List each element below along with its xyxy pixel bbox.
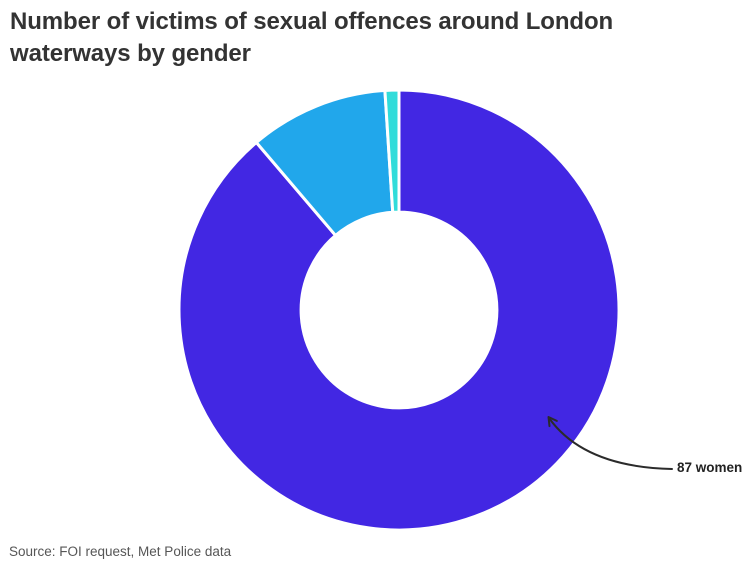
- annotation-label: 87 women: [677, 460, 743, 475]
- annotation-arrow: [547, 416, 673, 470]
- donut-slice-3: [383, 88, 401, 214]
- chart-title: Number of victims of sexual offences aro…: [10, 8, 614, 67]
- annotation-arrowhead: [547, 416, 558, 428]
- donut-slice-1: [177, 88, 621, 532]
- source-note: Source: FOI request, Met Police data: [9, 544, 232, 559]
- annotation-arrow-curve: [548, 417, 673, 470]
- donut-slices: [177, 88, 621, 532]
